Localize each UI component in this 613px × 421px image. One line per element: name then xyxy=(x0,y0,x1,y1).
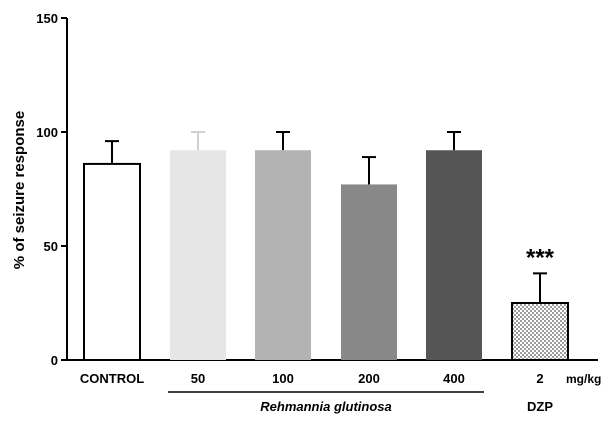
x-tick-label: CONTROL xyxy=(80,371,144,386)
x-tick-label: 2 xyxy=(536,371,543,386)
dose-unit-label: mg/kg xyxy=(566,372,601,386)
y-tick-label: 50 xyxy=(44,239,58,254)
y-tick-label: 0 xyxy=(51,353,58,368)
bar xyxy=(426,150,482,360)
bar xyxy=(341,184,397,360)
y-tick-label: 150 xyxy=(36,11,58,26)
x-tick-label: 400 xyxy=(443,371,465,386)
group-label: Rehmannia glutinosa xyxy=(260,399,391,414)
x-tick-label: 200 xyxy=(358,371,380,386)
bar xyxy=(83,162,141,361)
y-tick-label: 100 xyxy=(36,125,58,140)
group-label: DZP xyxy=(527,399,553,414)
x-tick-label: 100 xyxy=(272,371,294,386)
y-axis-label: % of seizure response xyxy=(11,111,28,269)
bar xyxy=(255,150,311,360)
significance-marker: *** xyxy=(526,244,555,271)
x-tick-label: 50 xyxy=(191,371,205,386)
bar xyxy=(170,150,226,360)
bar xyxy=(511,302,569,361)
